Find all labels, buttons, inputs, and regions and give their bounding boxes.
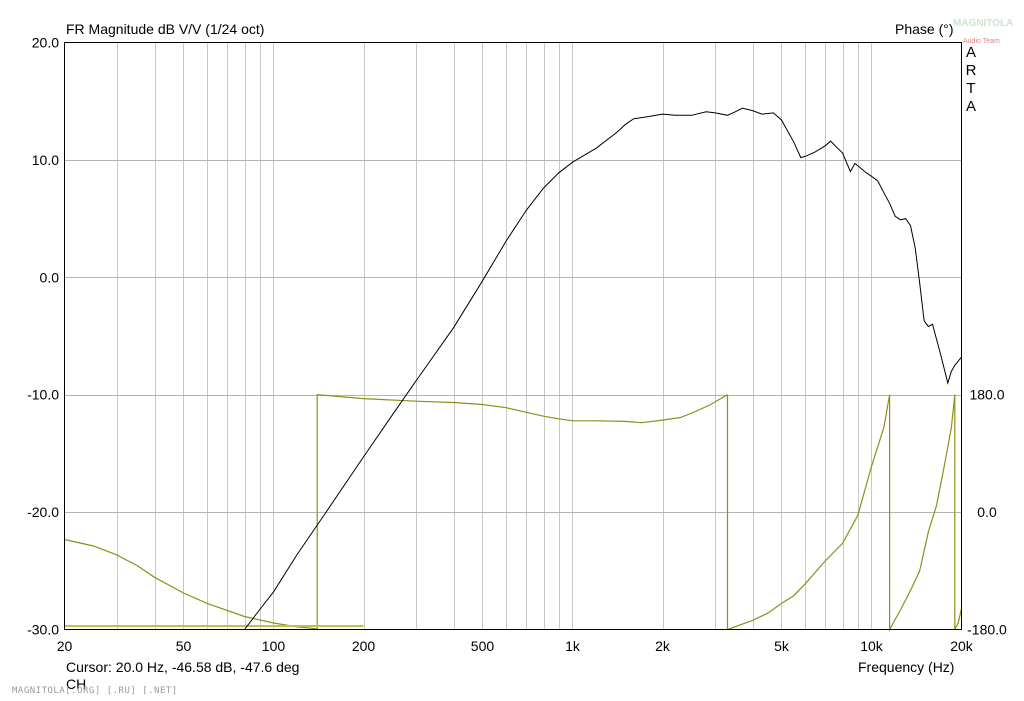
phase-line-segment [316, 394, 728, 630]
phase-line-segment [64, 538, 318, 630]
watermark: MAGNITOLA[.ORG] [.RU] [.NET] [12, 686, 178, 696]
x-tick-label: 20 [57, 638, 73, 654]
grid [64, 42, 962, 630]
x-tick-label: 500 [471, 638, 495, 654]
x-tick-label: 50 [176, 638, 192, 654]
y-tick-label: -30.0 [27, 622, 59, 638]
x-tick-label: 100 [262, 638, 286, 654]
tick-labels: 20 50 100 200 500 1k 2k 5k 10k 20k 20.0 10.0 0.0 -10.… [27, 35, 1007, 655]
y-tick-label: -10.0 [27, 387, 59, 403]
chart-title: FR Magnitude dB V/V (1/24 oct) [66, 21, 265, 37]
phase-axis-title: Phase (°) [895, 21, 954, 37]
x-tick-label: 2k [655, 638, 671, 654]
magnitude-curve [244, 107, 962, 630]
x-tick-label: 20k [950, 638, 974, 654]
logo-subtitle: Audio Team [963, 38, 1000, 45]
x-tick-label: 1k [565, 638, 581, 654]
arta-vertical-label: A R T A [965, 44, 977, 115]
y-tick-label: 0.0 [40, 269, 60, 285]
y2-tick-label: 180.0 [969, 387, 1004, 403]
phase-line-segment [888, 394, 956, 632]
phase-line-segment [726, 394, 891, 631]
y-tick-label: 10.0 [32, 152, 59, 168]
y2-tick-label: 0.0 [977, 504, 997, 520]
phase-line-segment [954, 394, 963, 630]
y2-tick-label: -180.0 [967, 622, 1007, 638]
x-tick-label: 200 [352, 638, 376, 654]
y-tick-label: 20.0 [32, 35, 59, 51]
magnitude-line [244, 107, 962, 630]
cursor-readout-line2: CH [66, 676, 87, 692]
cursor-readout: Cursor: 20.0 Hz, -46.58 dB, -47.6 deg [66, 659, 300, 675]
x-tick-label: 10k [860, 638, 884, 654]
phase-curve [64, 394, 963, 632]
plot-frame [64, 42, 962, 630]
x-tick-label: 5k [774, 638, 790, 654]
x-axis-label: Frequency (Hz) [858, 659, 955, 675]
magnitola-logo: MAGNITOLA [953, 18, 1014, 29]
y-tick-label: -20.0 [27, 504, 59, 520]
